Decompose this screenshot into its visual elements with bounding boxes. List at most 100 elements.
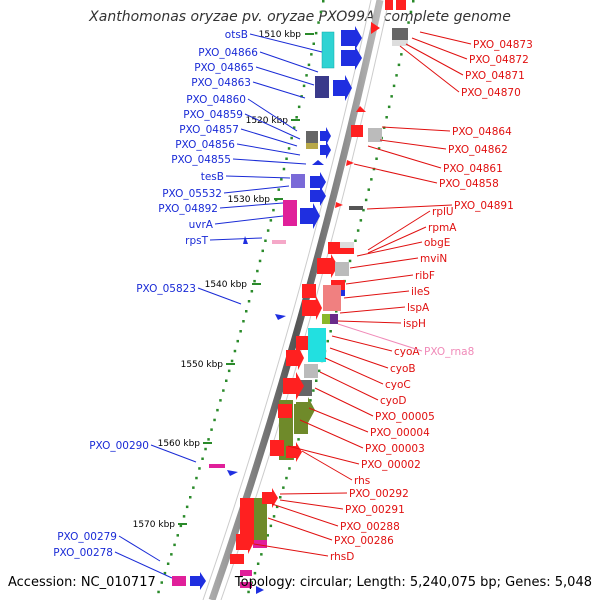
track-dot bbox=[326, 339, 329, 343]
kbp-label: 1560 kbp bbox=[158, 439, 201, 449]
track-dot bbox=[288, 467, 291, 470]
track-dot bbox=[207, 438, 210, 441]
track-dot bbox=[227, 369, 231, 373]
track-dot bbox=[375, 157, 378, 160]
track-dot bbox=[236, 339, 239, 343]
gene-label: PXO_04870 bbox=[461, 87, 521, 99]
right-labels: PXO_04873 PXO_04872 PXO_04871 PXO_04870 … bbox=[253, 31, 533, 563]
track-dot bbox=[312, 389, 315, 392]
track-dot bbox=[219, 399, 222, 402]
track-dot bbox=[258, 259, 262, 263]
track-dot bbox=[272, 208, 275, 212]
track-dot bbox=[242, 320, 245, 323]
track-dot bbox=[370, 178, 373, 181]
track-dot bbox=[395, 74, 398, 77]
track-dot bbox=[275, 505, 279, 509]
gene-label: PXO_00005 bbox=[375, 411, 435, 423]
kbp-label: 1540 kbp bbox=[205, 280, 248, 290]
gene-label: rhs bbox=[354, 475, 370, 487]
track-dot bbox=[195, 476, 198, 480]
track-dot bbox=[192, 486, 195, 489]
track-dot bbox=[377, 147, 381, 150]
track-dot bbox=[182, 515, 186, 518]
kbp-scale: 1510 kbp 1520 kbp 1530 kbp 1540 kbp 1550… bbox=[133, 30, 314, 530]
track-dot bbox=[176, 534, 179, 537]
accession-text: Accession: NC_010717 bbox=[8, 575, 156, 590]
track-dot bbox=[297, 438, 300, 441]
track-dot bbox=[305, 74, 308, 77]
track-dot bbox=[290, 136, 293, 140]
track-dot bbox=[300, 95, 303, 98]
right-features bbox=[230, 0, 408, 594]
track-dot bbox=[390, 95, 393, 98]
track-dot bbox=[264, 239, 267, 242]
gene-label: PXO_00288 bbox=[340, 521, 400, 533]
track-dot bbox=[317, 369, 321, 373]
gene-label: mviN bbox=[420, 253, 447, 265]
track-dot bbox=[245, 310, 248, 313]
track-dot bbox=[385, 116, 388, 119]
kbp-label: 1530 kbp bbox=[228, 195, 271, 205]
track-dot bbox=[272, 515, 276, 518]
gene-label: cyoD bbox=[380, 395, 407, 407]
track-dot bbox=[233, 349, 237, 353]
track-dot bbox=[185, 505, 189, 509]
kbp-label: 1570 kbp bbox=[133, 520, 176, 530]
gene-label: PXO_04871 bbox=[465, 70, 525, 82]
track-dot bbox=[250, 290, 254, 293]
track-dot bbox=[354, 239, 357, 242]
track-dot bbox=[295, 116, 298, 119]
track-dot bbox=[412, 0, 415, 3]
track-dot bbox=[222, 389, 225, 392]
track-dot bbox=[282, 167, 286, 171]
left-labels: otsB PXO_04866 PXO_04865 PXO_04863 PXO_0… bbox=[53, 29, 323, 579]
track-dot bbox=[319, 10, 323, 14]
gene-label: otsB bbox=[225, 29, 248, 41]
track-dot bbox=[239, 330, 242, 333]
gene-label: rpmA bbox=[428, 222, 457, 234]
gene-label: ileS bbox=[411, 286, 430, 298]
gene-label: PXO_04856 bbox=[175, 139, 235, 151]
track-dot bbox=[213, 418, 216, 422]
track-dot bbox=[201, 457, 204, 460]
gene-label: PXO_04860 bbox=[186, 94, 246, 106]
gene-label: PXO_04861 bbox=[443, 163, 503, 175]
track-dot bbox=[269, 524, 273, 528]
track-dot bbox=[163, 571, 167, 575]
track-dot bbox=[204, 447, 207, 451]
track-dot bbox=[285, 157, 288, 160]
gene-label: PXO_00279 bbox=[57, 531, 117, 543]
gene-label: PXO_04862 bbox=[448, 144, 508, 156]
track-dot bbox=[362, 208, 365, 212]
gene-label: PXO_04865 bbox=[194, 62, 254, 74]
gene-label: PXO_00003 bbox=[365, 443, 425, 455]
track-dot bbox=[329, 330, 332, 333]
track-dot bbox=[173, 543, 176, 547]
track-dot bbox=[280, 178, 283, 181]
gene-label: lspA bbox=[407, 302, 430, 314]
track-dot bbox=[230, 359, 234, 363]
gene-label: PXO_00286 bbox=[334, 535, 394, 547]
rna-label: PXO_rna8 bbox=[337, 323, 474, 358]
track-dot bbox=[317, 21, 320, 24]
gene-label: PXO_00004 bbox=[370, 427, 430, 439]
gene-label: uvrA bbox=[189, 219, 214, 231]
track-dot bbox=[256, 269, 259, 273]
track-dot bbox=[287, 147, 291, 150]
track-dot bbox=[292, 126, 296, 129]
track-dot bbox=[409, 10, 413, 14]
track-dot bbox=[160, 581, 163, 584]
kbp-label: 1510 kbp bbox=[259, 30, 302, 40]
track-dot bbox=[277, 188, 280, 191]
gene-label: PXO_04858 bbox=[439, 178, 499, 190]
track-dot bbox=[407, 21, 410, 24]
gene-label: rpsT bbox=[185, 235, 208, 247]
gene-label: PXO_04857 bbox=[179, 124, 239, 136]
track-dot bbox=[382, 126, 386, 129]
track-dot bbox=[256, 562, 260, 565]
track-dot bbox=[261, 249, 264, 253]
gene-label: PXO_04864 bbox=[452, 126, 512, 138]
track-dot bbox=[335, 310, 338, 313]
track-dot bbox=[387, 105, 391, 109]
